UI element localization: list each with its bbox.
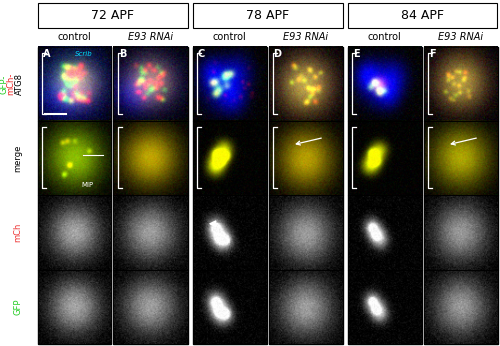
Bar: [192, 121, 266, 195]
Bar: [424, 270, 498, 344]
Bar: [192, 195, 266, 270]
Bar: [268, 47, 342, 121]
Bar: [38, 47, 112, 121]
Bar: [38, 270, 112, 344]
Bar: [268, 121, 342, 195]
Bar: [114, 195, 188, 270]
Bar: [424, 121, 498, 195]
Bar: [348, 47, 422, 121]
Bar: [348, 195, 422, 270]
Bar: [192, 270, 266, 344]
Text: D: D: [274, 49, 281, 59]
Bar: [38, 270, 112, 344]
Bar: [38, 121, 112, 195]
FancyBboxPatch shape: [38, 3, 188, 28]
Bar: [268, 47, 342, 121]
Bar: [114, 121, 188, 195]
Bar: [114, 270, 188, 344]
Text: 84 APF: 84 APF: [401, 9, 444, 22]
Bar: [268, 270, 342, 344]
Text: merge: merge: [14, 145, 22, 172]
Text: C: C: [198, 49, 205, 59]
Bar: [114, 47, 188, 121]
Text: E93 RNAi: E93 RNAi: [438, 32, 483, 42]
Bar: [38, 47, 112, 121]
Bar: [114, 195, 188, 270]
Text: Scrib: Scrib: [74, 51, 92, 57]
Bar: [114, 47, 188, 121]
Text: 72 APF: 72 APF: [91, 9, 134, 22]
Bar: [38, 195, 112, 270]
Bar: [192, 270, 266, 344]
Bar: [192, 121, 266, 195]
Bar: [114, 121, 188, 195]
Bar: [348, 270, 422, 344]
Text: GFP: GFP: [14, 299, 22, 315]
Bar: [424, 121, 498, 195]
FancyBboxPatch shape: [348, 3, 498, 28]
Text: B: B: [118, 49, 126, 59]
Text: MIP: MIP: [82, 182, 94, 188]
Text: control: control: [212, 32, 246, 42]
Text: control: control: [58, 32, 92, 42]
Bar: [192, 195, 266, 270]
Bar: [192, 47, 266, 121]
Text: ATG8: ATG8: [14, 73, 24, 95]
Bar: [424, 47, 498, 121]
Bar: [424, 195, 498, 270]
Text: E93 RNAi: E93 RNAi: [128, 32, 173, 42]
Text: A: A: [42, 49, 50, 59]
Bar: [268, 195, 342, 270]
Bar: [268, 270, 342, 344]
Text: control: control: [368, 32, 402, 42]
Bar: [192, 47, 266, 121]
Bar: [348, 195, 422, 270]
Bar: [38, 195, 112, 270]
Bar: [114, 270, 188, 344]
Text: GFP-: GFP-: [0, 74, 8, 93]
Bar: [348, 121, 422, 195]
Text: mCh: mCh: [14, 223, 22, 242]
Bar: [268, 121, 342, 195]
Bar: [268, 195, 342, 270]
Bar: [424, 270, 498, 344]
Bar: [424, 47, 498, 121]
Text: 78 APF: 78 APF: [246, 9, 289, 22]
Bar: [348, 121, 422, 195]
Bar: [348, 270, 422, 344]
FancyBboxPatch shape: [192, 3, 342, 28]
Text: F: F: [429, 49, 436, 59]
Bar: [348, 47, 422, 121]
Bar: [38, 121, 112, 195]
Text: E93 RNAi: E93 RNAi: [283, 32, 328, 42]
Bar: [424, 195, 498, 270]
Text: E: E: [353, 49, 360, 59]
Text: ATG8: ATG8: [14, 73, 24, 95]
Text: mCh-: mCh-: [6, 73, 16, 95]
